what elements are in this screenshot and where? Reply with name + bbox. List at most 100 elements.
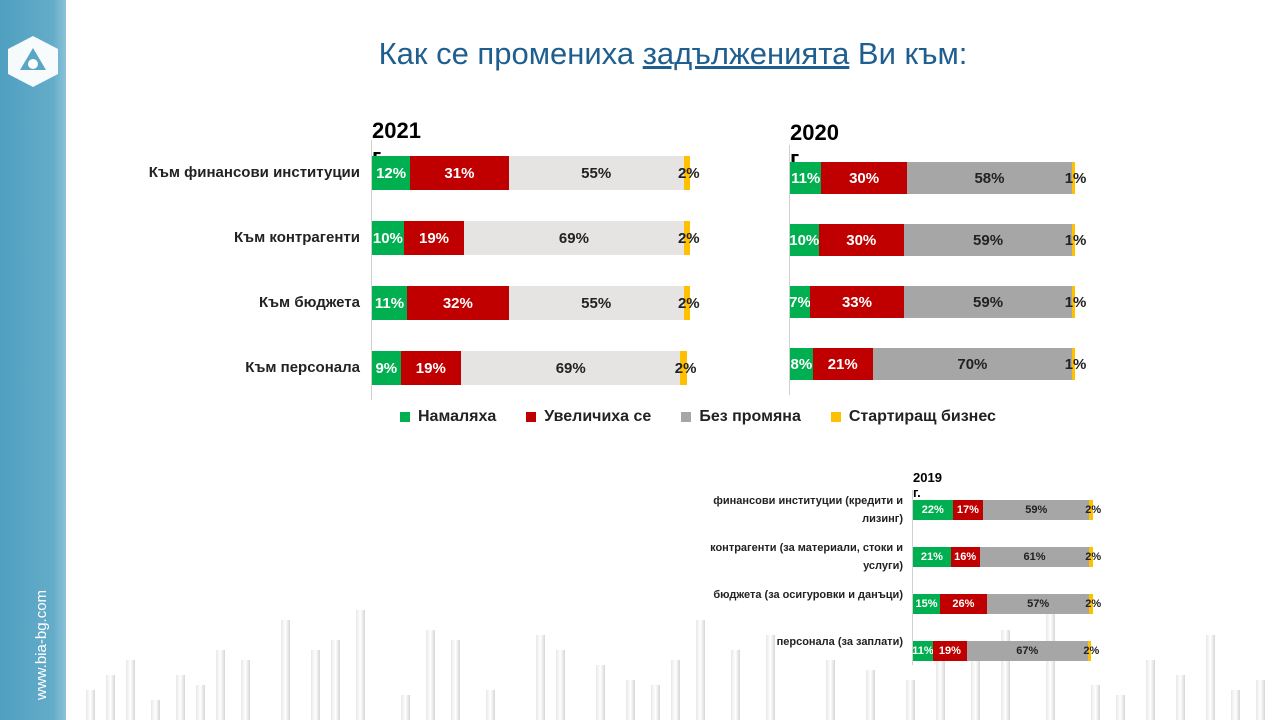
bar-segment-startup: 2% (678, 286, 700, 320)
data-label: 61% (1023, 551, 1046, 563)
bar-segment-decreased: 22% (913, 500, 953, 520)
data-label: 2% (1085, 598, 1102, 610)
legend-label: Стартиращ бизнес (848, 408, 996, 425)
decorative-bar (426, 630, 435, 720)
decorative-bar (556, 650, 565, 720)
title-underlined: задълженията (642, 36, 850, 71)
data-label: 21% (827, 355, 858, 373)
category-label: Към персонала (245, 359, 360, 376)
website-url[interactable]: www.bia-bg.com (33, 589, 50, 700)
data-label: 1% (1064, 231, 1087, 249)
category-label: персонала (за заплати) (776, 636, 903, 648)
stacked-bar: 21% 16% 61% 2% (913, 547, 1101, 567)
decorative-bar (596, 665, 605, 720)
decorative-bar (1256, 680, 1265, 720)
stacked-bar: 11% 32% 55% 2% (372, 286, 700, 320)
data-label: 9% (375, 359, 398, 377)
decorative-bar (1116, 695, 1125, 720)
bar-segment-no_change: 61% (979, 547, 1090, 567)
decorative-bar (216, 650, 225, 720)
bar-segment-decreased: 7% (789, 286, 811, 318)
decorative-bar (866, 670, 875, 720)
data-label: 19% (418, 229, 450, 247)
data-label: 59% (973, 231, 1004, 249)
bar-segment-decreased: 15% (913, 594, 940, 614)
bar-segment-increased: 17% (952, 500, 984, 520)
data-label: 17% (956, 504, 979, 516)
bar-segment-increased: 26% (940, 594, 987, 614)
decorative-bar (971, 660, 980, 720)
stacked-bar: 22% 17% 59% 2% (913, 500, 1101, 520)
data-label: 30% (846, 231, 877, 249)
bar-segment-increased: 19% (403, 221, 465, 255)
decorative-bar (696, 620, 705, 720)
bar-segment-no_change: 59% (904, 224, 1073, 256)
decorative-bar (196, 685, 205, 720)
data-label: 22% (921, 504, 944, 516)
decorative-bar (731, 650, 740, 720)
data-label: 21% (920, 551, 943, 563)
stacked-bar: 8% 21% 70% 1% (790, 348, 1086, 380)
bar-segment-startup: 2% (675, 351, 696, 385)
decorative-bar (451, 640, 460, 720)
data-label: 7% (789, 293, 811, 311)
bar-segment-decreased: 11% (372, 286, 407, 320)
data-label: 55% (581, 294, 612, 312)
decorative-bar (536, 635, 545, 720)
bar-segment-no_change: 55% (508, 156, 684, 190)
category-label: финансови институции (кредити и лизинг) (713, 495, 903, 525)
sidebar: www.bia-bg.com (0, 0, 66, 720)
data-label: 57% (1027, 598, 1050, 610)
bar-segment-increased: 30% (821, 162, 907, 194)
decorative-bar (401, 695, 410, 720)
bar-segment-increased: 21% (812, 348, 873, 380)
data-label: 2% (677, 164, 700, 182)
legend-label: Увеличиха се (544, 408, 652, 425)
data-label: 2% (677, 294, 700, 312)
decorative-bar (241, 660, 250, 720)
data-label: 67% (1016, 645, 1039, 657)
decorative-bar (1146, 660, 1155, 720)
bar-segment-increased: 33% (809, 286, 904, 318)
stacked-bar: 11% 19% 67% 2% (912, 641, 1099, 661)
stacked-bar: 11% 30% 58% 1% (790, 162, 1086, 194)
category-label: бюджета (за осигуровки и данъци) (713, 589, 903, 601)
legend-swatch (830, 412, 841, 422)
decorative-bar (176, 675, 185, 720)
background-decoration (66, 600, 1280, 720)
bar-segment-no_change: 59% (983, 500, 1090, 520)
legend-swatch (400, 412, 410, 422)
data-label: 2% (1083, 645, 1100, 657)
logo-icon (8, 36, 58, 87)
legend-label: Намаляха (418, 408, 497, 425)
legend-item-increased: Увеличиха се (526, 408, 651, 426)
bar-segment-no_change: 59% (903, 286, 1073, 318)
legend-swatch (681, 412, 692, 422)
bar-segment-decreased: 9% (372, 351, 401, 385)
bar-segment-decreased: 21% (913, 547, 951, 567)
bar-segment-startup: 1% (1065, 286, 1086, 318)
bar-segment-no_change: 55% (508, 286, 684, 320)
data-label: 2% (677, 229, 700, 247)
decorative-bar (1231, 690, 1240, 720)
decorative-bar (1176, 675, 1185, 720)
data-label: 32% (442, 294, 473, 312)
data-label: 11% (912, 645, 934, 657)
data-label: 30% (849, 169, 880, 187)
bar-segment-startup: 2% (678, 221, 700, 255)
stacked-bar: 15% 26% 57% 2% (913, 594, 1101, 614)
data-label: 59% (1025, 504, 1048, 516)
stacked-bar: 7% 33% 59% 1% (789, 286, 1086, 318)
chart-axis (371, 140, 372, 400)
bar-segment-no_change: 69% (461, 351, 681, 385)
data-label: 69% (558, 229, 589, 247)
decorative-bar (331, 640, 340, 720)
decorative-bar (1091, 685, 1100, 720)
data-label: 26% (952, 598, 975, 610)
data-label: 59% (973, 293, 1004, 311)
bar-segment-decreased: 11% (790, 162, 822, 194)
data-label: 55% (581, 164, 612, 182)
bar-segment-increased: 16% (950, 547, 980, 567)
data-label: 16% (954, 551, 977, 563)
data-label: 70% (957, 355, 988, 373)
